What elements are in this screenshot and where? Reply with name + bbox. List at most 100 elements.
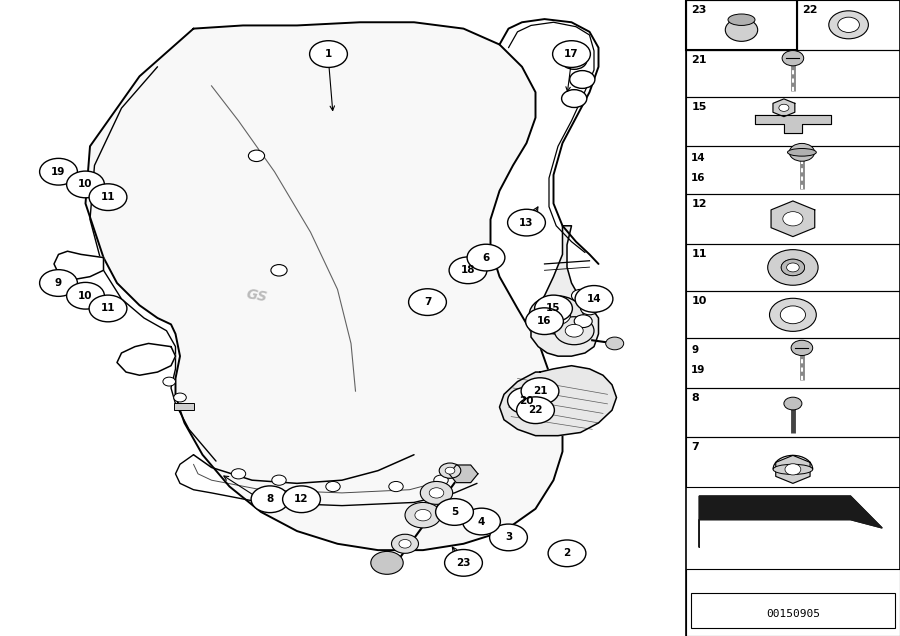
Bar	[686, 50, 900, 97]
Circle shape	[782, 51, 804, 66]
Text: 23: 23	[691, 5, 707, 15]
Text: 11: 11	[101, 303, 115, 314]
Text: 22: 22	[528, 405, 543, 415]
Text: 9: 9	[55, 278, 62, 288]
Circle shape	[310, 41, 347, 67]
Circle shape	[163, 377, 176, 386]
Circle shape	[467, 244, 505, 271]
Text: 16: 16	[537, 316, 552, 326]
Circle shape	[606, 337, 624, 350]
Text: 5: 5	[451, 507, 458, 517]
Bar	[686, 569, 900, 636]
Circle shape	[272, 475, 286, 485]
Circle shape	[781, 259, 805, 275]
Circle shape	[439, 463, 461, 478]
Text: 10: 10	[78, 291, 93, 301]
Circle shape	[572, 289, 590, 302]
Circle shape	[251, 486, 289, 513]
Text: GS: GS	[245, 287, 268, 305]
Text: 12: 12	[691, 199, 707, 209]
Text: 12: 12	[294, 494, 309, 504]
Polygon shape	[771, 201, 814, 237]
Text: 22: 22	[802, 5, 817, 15]
Ellipse shape	[788, 149, 816, 156]
Polygon shape	[449, 465, 478, 483]
Circle shape	[436, 499, 473, 525]
Text: 3: 3	[505, 532, 512, 543]
Text: 11: 11	[101, 192, 115, 202]
Circle shape	[575, 286, 613, 312]
Text: 6: 6	[482, 252, 490, 263]
Circle shape	[548, 540, 586, 567]
Bar	[691, 593, 895, 628]
Circle shape	[89, 295, 127, 322]
Circle shape	[371, 551, 403, 574]
Bar	[686, 338, 900, 388]
Circle shape	[445, 550, 482, 576]
Circle shape	[535, 295, 572, 322]
Polygon shape	[117, 343, 176, 375]
Circle shape	[67, 171, 104, 198]
Circle shape	[570, 71, 595, 88]
Bar	[686, 244, 900, 291]
Bar	[686, 437, 900, 487]
Text: 14: 14	[587, 294, 601, 304]
Polygon shape	[54, 251, 104, 280]
Circle shape	[429, 488, 444, 498]
Circle shape	[409, 289, 446, 315]
Circle shape	[562, 90, 587, 107]
Circle shape	[434, 475, 448, 485]
Circle shape	[231, 469, 246, 479]
Text: 20: 20	[519, 396, 534, 406]
Polygon shape	[500, 366, 616, 436]
Circle shape	[542, 305, 571, 325]
Bar	[686, 0, 900, 50]
Text: 21: 21	[691, 55, 707, 65]
Text: 7: 7	[424, 297, 431, 307]
Text: 4: 4	[478, 516, 485, 527]
Polygon shape	[776, 455, 810, 483]
Circle shape	[580, 302, 598, 315]
Bar	[686, 0, 900, 636]
Circle shape	[399, 539, 411, 548]
Circle shape	[283, 486, 320, 513]
Bar	[686, 388, 900, 437]
Text: 00150905: 00150905	[766, 609, 820, 619]
Circle shape	[248, 150, 265, 162]
Polygon shape	[773, 99, 795, 117]
Circle shape	[789, 143, 814, 161]
Circle shape	[490, 524, 527, 551]
Text: 11: 11	[691, 249, 707, 259]
Text: 1: 1	[325, 49, 332, 59]
Circle shape	[508, 387, 545, 414]
Text: 17: 17	[564, 49, 579, 59]
Text: 10: 10	[691, 296, 707, 307]
Circle shape	[829, 11, 868, 39]
Text: 19: 19	[691, 365, 706, 375]
Circle shape	[415, 509, 431, 521]
Circle shape	[725, 18, 758, 41]
Circle shape	[778, 104, 789, 111]
Circle shape	[768, 249, 818, 285]
Text: 15: 15	[546, 303, 561, 314]
Circle shape	[508, 209, 545, 236]
Circle shape	[785, 464, 801, 475]
Text: 9: 9	[691, 345, 698, 355]
Text: 16: 16	[691, 173, 706, 183]
Circle shape	[770, 298, 816, 331]
Circle shape	[526, 308, 563, 335]
Circle shape	[574, 315, 592, 328]
Text: 18: 18	[461, 265, 475, 275]
Circle shape	[326, 481, 340, 492]
Polygon shape	[755, 115, 831, 134]
Ellipse shape	[728, 14, 755, 25]
Ellipse shape	[773, 464, 813, 474]
Bar	[686, 146, 900, 194]
Circle shape	[838, 17, 860, 32]
Text: 13: 13	[519, 218, 534, 228]
Circle shape	[783, 212, 803, 226]
Bar	[686, 194, 900, 244]
Circle shape	[517, 397, 554, 424]
Circle shape	[446, 467, 454, 474]
Circle shape	[565, 324, 583, 337]
